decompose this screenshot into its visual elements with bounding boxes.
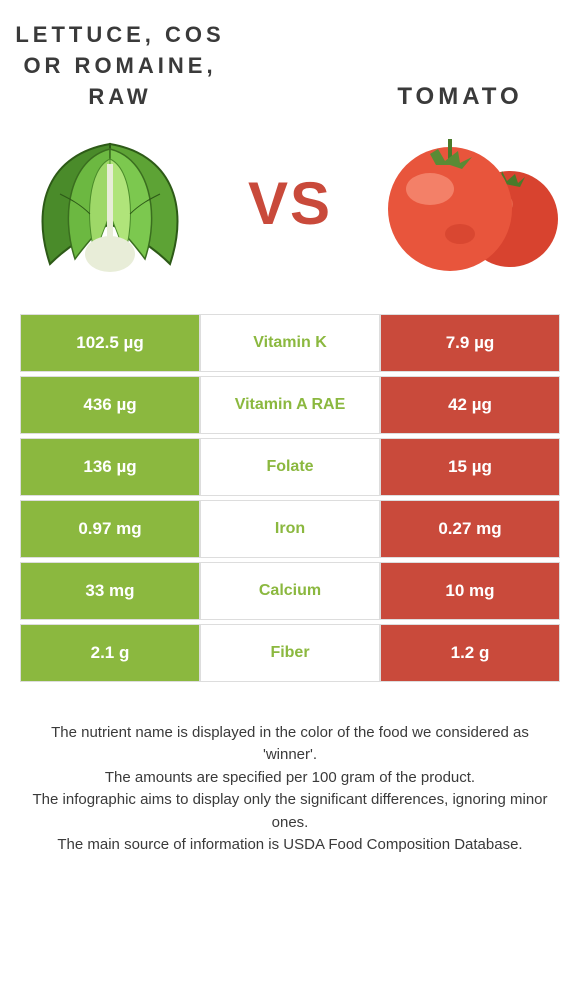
footer-note: The main source of information is USDA F… [25, 834, 555, 857]
nutrient-name: Fiber [200, 624, 380, 682]
nutrient-left-value: 436 µg [20, 376, 200, 434]
nutrient-row: 436 µgVitamin A RAE42 µg [20, 376, 560, 434]
nutrient-name: Vitamin K [200, 314, 380, 372]
images-row: VS [15, 124, 565, 284]
nutrient-row: 136 µgFolate15 µg [20, 438, 560, 496]
nutrient-right-value: 15 µg [380, 438, 560, 496]
nutrient-right-value: 7.9 µg [380, 314, 560, 372]
nutrient-name: Vitamin A RAE [200, 376, 380, 434]
nutrient-left-value: 2.1 g [20, 624, 200, 682]
nutrient-left-value: 33 mg [20, 562, 200, 620]
nutrient-name: Calcium [200, 562, 380, 620]
nutrient-right-value: 10 mg [380, 562, 560, 620]
nutrient-right-value: 1.2 g [380, 624, 560, 682]
nutrient-left-value: 0.97 mg [20, 500, 200, 558]
nutrient-row: 0.97 mgIron0.27 mg [20, 500, 560, 558]
header: LETTUCE, COS OR ROMAINE, RAW TOMATO [15, 20, 565, 114]
nutrient-table: 102.5 µgVitamin K7.9 µg436 µgVitamin A R… [20, 314, 560, 682]
right-food-title: TOMATO [355, 80, 565, 114]
footer-note: The amounts are specified per 100 gram o… [25, 767, 555, 790]
nutrient-left-value: 102.5 µg [20, 314, 200, 372]
footer-note: The infographic aims to display only the… [25, 789, 555, 834]
lettuce-image [15, 124, 205, 284]
nutrient-right-value: 0.27 mg [380, 500, 560, 558]
nutrient-right-value: 42 µg [380, 376, 560, 434]
nutrient-row: 33 mgCalcium10 mg [20, 562, 560, 620]
tomato-image [375, 124, 565, 284]
nutrient-name: Folate [200, 438, 380, 496]
nutrient-row: 102.5 µgVitamin K7.9 µg [20, 314, 560, 372]
vs-label: VS [248, 169, 332, 238]
footer-notes: The nutrient name is displayed in the co… [15, 722, 565, 857]
nutrient-row: 2.1 gFiber1.2 g [20, 624, 560, 682]
left-food-title: LETTUCE, COS OR ROMAINE, RAW [15, 20, 225, 112]
footer-note: The nutrient name is displayed in the co… [25, 722, 555, 767]
nutrient-name: Iron [200, 500, 380, 558]
nutrient-left-value: 136 µg [20, 438, 200, 496]
